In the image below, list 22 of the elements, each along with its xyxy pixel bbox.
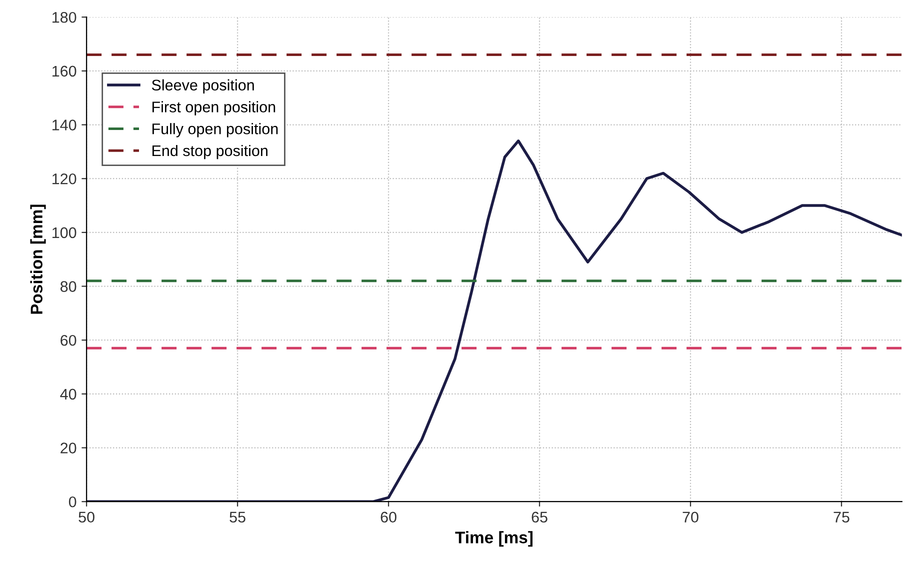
legend-label: Sleeve position: [152, 79, 254, 94]
y-axis-title: Position [mm]: [30, 204, 46, 314]
y-tick-label: 160: [52, 66, 76, 77]
y-tick-label: 140: [52, 120, 76, 130]
x-tick-label: 75: [834, 512, 850, 523]
y-tick-label: 0: [68, 496, 76, 508]
x-tick-label: 70: [682, 512, 698, 523]
y-tick-label: 120: [52, 173, 76, 184]
x-tick-label: 65: [532, 512, 548, 523]
legend-label: End stop position: [152, 144, 268, 160]
legend-label: First open position: [152, 101, 276, 116]
y-tick-label: 40: [60, 388, 76, 400]
y-tick-label: 80: [60, 281, 76, 292]
y-tick-label: 180: [52, 12, 76, 23]
x-tick-label: 60: [380, 512, 396, 523]
y-tick-label: 20: [60, 442, 76, 454]
y-tick-label: 60: [60, 334, 76, 346]
x-tick-label: 55: [230, 512, 246, 523]
y-tick-label: 100: [52, 227, 76, 238]
x-axis-title: Time [ms]: [455, 531, 532, 547]
legend-label: Fully open position: [152, 123, 278, 138]
x-tick-label: 50: [78, 512, 94, 523]
